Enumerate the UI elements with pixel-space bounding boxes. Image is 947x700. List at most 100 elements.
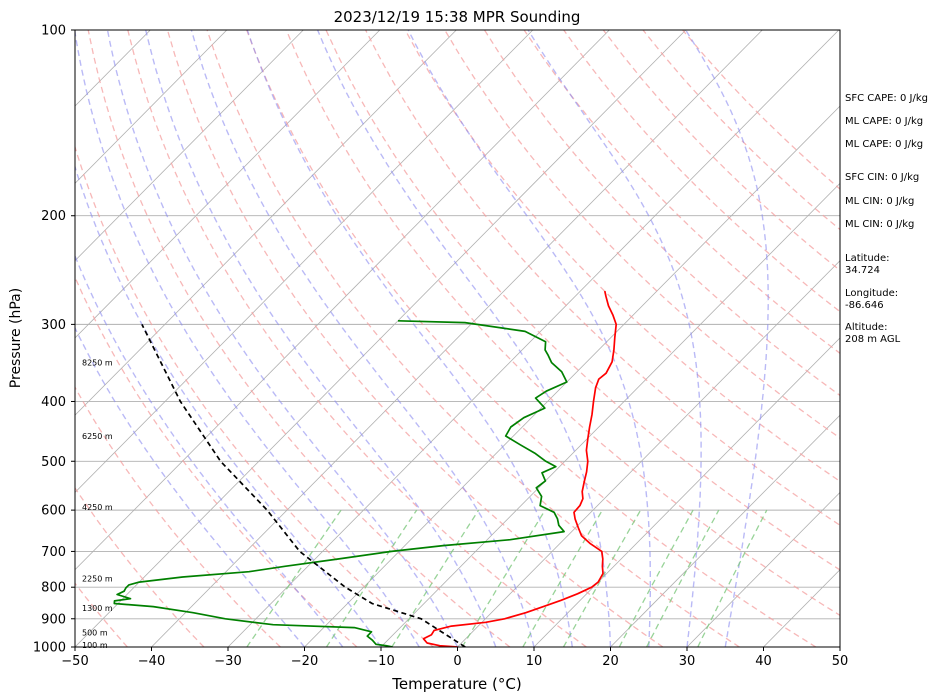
- height-annotation: 100 m: [82, 641, 108, 650]
- dry-adiabat-line: [325, 30, 840, 571]
- x-tick-label: 50: [832, 654, 849, 669]
- moist-adiabat-line: [75, 164, 382, 647]
- ml-cin-label-2: ML CIN: 0 J/kg: [845, 219, 915, 230]
- moist-adiabat-line: [75, 30, 420, 647]
- isotherm-line: [75, 30, 457, 416]
- chart-title: 2023/12/19 15:38 MPR Sounding: [334, 8, 581, 26]
- moist-adiabat-line: [316, 30, 612, 647]
- dry-adiabat-line: [206, 30, 740, 647]
- moist-adiabat-line: [407, 30, 651, 647]
- moist-adiabat-line: [190, 30, 535, 647]
- x-axis-ticks: −50 −40 −30 −20 −10 0 10 20 30 40 50: [61, 647, 848, 669]
- mixing-ratio-line: [646, 509, 720, 647]
- isotherm-line: [610, 414, 840, 647]
- isotherm-line: [457, 260, 840, 647]
- y-tick-label: 500: [41, 455, 66, 470]
- y-tick-label: 400: [41, 395, 66, 410]
- sfc-cin-label: SFC CIN: 0 J/kg: [845, 172, 920, 183]
- temperature-profile: [422, 290, 618, 647]
- height-annotation: 1300 m: [82, 604, 113, 613]
- isotherm-line: [227, 30, 840, 647]
- ml-cape-label-2: ML CAPE: 0 J/kg: [845, 139, 924, 150]
- x-tick-label: −30: [214, 654, 241, 669]
- ml-cape-label: ML CAPE: 0 J/kg: [845, 116, 924, 127]
- isotherm-line: [151, 30, 763, 647]
- plot-area: [75, 30, 840, 647]
- isotherm-line: [75, 30, 304, 262]
- mixing-ratio-line: [325, 509, 418, 647]
- mixing-ratio-line: [618, 509, 694, 647]
- dry-adiabat-line: [87, 30, 511, 647]
- x-tick-label: −20: [291, 654, 318, 669]
- isotherm-line: [75, 30, 381, 339]
- moist-adiabats: [75, 30, 769, 647]
- moist-adiabat-line: [246, 30, 573, 647]
- dry-adiabat-line: [75, 144, 434, 647]
- x-tick-label: 40: [755, 654, 772, 669]
- dry-adiabat-line: [246, 30, 817, 647]
- y-axis-label: Pressure (hPa): [8, 288, 24, 388]
- longitude-label: Longitude: -86.646: [845, 288, 899, 311]
- height-annotations: 100 m 500 m 1300 m 2250 m 4250 m 6250 m 8250 m: [82, 359, 113, 650]
- mixing-ratio-line: [461, 509, 546, 647]
- ml-cin-label: ML CIN: 0 J/kg: [845, 196, 915, 207]
- mixing-ratio-line: [246, 509, 342, 647]
- altitude-label: Altitude: 208 m AGL: [845, 322, 901, 345]
- height-annotation: 4250 m: [82, 503, 113, 512]
- sounding-parameters-panel: SFC CAPE: 0 J/kg ML CAPE: 0 J/kg ML CAPE…: [845, 0, 947, 700]
- y-tick-label: 1000: [33, 641, 66, 656]
- isotherm-line: [75, 30, 610, 571]
- dry-adiabat-line: [365, 30, 840, 527]
- isotherm-line: [380, 182, 840, 647]
- dry-adiabats: [75, 30, 840, 647]
- height-annotation: 8250 m: [82, 359, 113, 368]
- x-tick-label: 0: [453, 654, 461, 669]
- dry-adiabat-line: [285, 30, 840, 617]
- isotherm-line: [533, 337, 840, 647]
- dry-adiabat-line: [444, 30, 840, 439]
- mixing-ratio-line: [697, 509, 768, 647]
- moist-adiabat-line: [145, 30, 497, 647]
- y-tick-label: 800: [41, 581, 66, 596]
- dry-adiabat-line: [404, 30, 840, 483]
- x-tick-label: −50: [61, 654, 88, 669]
- dewpoint-profile: [113, 319, 568, 647]
- height-annotation: 500 m: [82, 629, 108, 638]
- pressure-gridlines: [75, 30, 840, 647]
- moist-adiabat-line: [106, 30, 459, 647]
- y-tick-label: 200: [41, 209, 66, 224]
- height-annotation: 2250 m: [82, 574, 113, 583]
- sfc-cape-label: SFC CAPE: 0 J/kg: [845, 93, 928, 104]
- mixing-ratio-line: [391, 509, 480, 647]
- height-annotation: 6250 m: [82, 432, 113, 441]
- y-tick-label: 100: [41, 24, 66, 39]
- x-tick-label: 10: [526, 654, 543, 669]
- dry-adiabat-line: [523, 30, 840, 355]
- isotherm-line: [304, 105, 840, 647]
- x-tick-label: −40: [138, 654, 165, 669]
- x-tick-label: −10: [367, 654, 394, 669]
- isotherm-line: [686, 491, 840, 647]
- y-tick-label: 300: [41, 318, 66, 333]
- x-tick-label: 20: [602, 654, 619, 669]
- y-axis-ticks: 100 200 300 400 500 600 700 800 900 1000: [33, 24, 75, 656]
- profiles: [113, 290, 618, 647]
- dry-adiabat-line: [75, 275, 358, 647]
- dry-adiabat-line: [166, 30, 664, 647]
- moist-adiabat-line: [685, 30, 769, 647]
- dry-adiabat-line: [127, 30, 587, 647]
- x-axis-label: Temperature (°C): [391, 675, 521, 693]
- x-tick-label: 30: [679, 654, 696, 669]
- latitude-label: Latitude: 34.724: [845, 253, 890, 276]
- mixing-ratio-line: [562, 509, 642, 647]
- dry-adiabat-line: [483, 30, 840, 397]
- isotherm-line: [75, 30, 534, 494]
- dry-adiabat-line: [75, 386, 281, 647]
- y-tick-label: 900: [41, 612, 66, 627]
- isotherm-line: [75, 30, 228, 184]
- y-tick-label: 700: [41, 545, 66, 560]
- parcel-profile: [141, 324, 466, 647]
- isotherms: [75, 30, 840, 647]
